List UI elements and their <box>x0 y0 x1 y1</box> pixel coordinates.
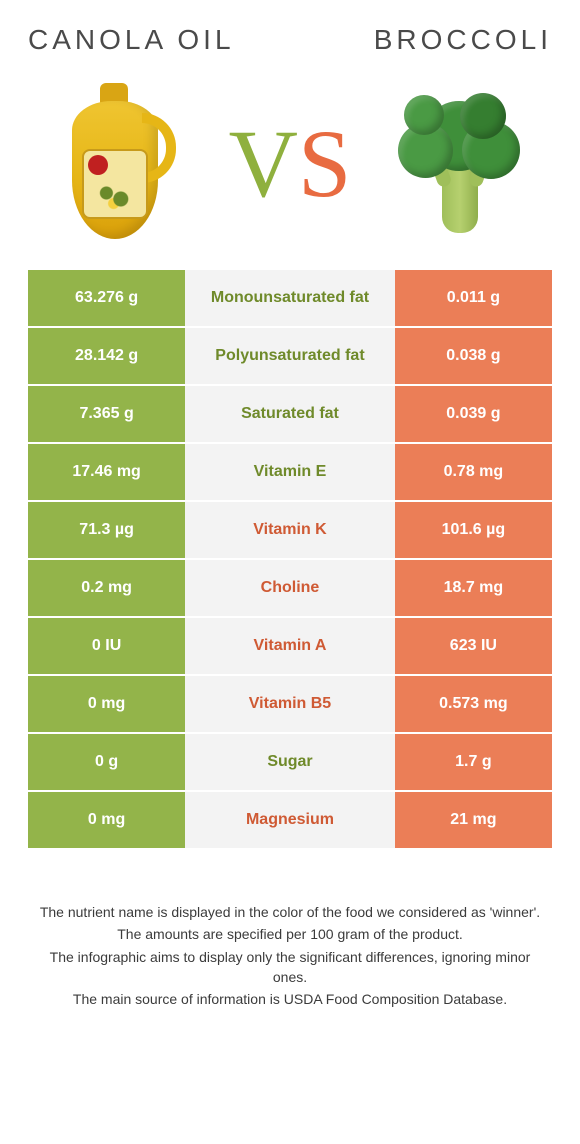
vs-v: V <box>229 110 298 217</box>
broccoli-icon <box>394 93 524 233</box>
right-value: 0.573 mg <box>395 676 552 732</box>
nutrient-name: Saturated fat <box>185 386 395 442</box>
nutrient-name: Vitamin K <box>185 502 395 558</box>
table-row: 0 mgVitamin B50.573 mg <box>28 676 552 734</box>
table-row: 63.276 gMonounsaturated fat0.011 g <box>28 270 552 328</box>
footer-line: The amounts are specified per 100 gram o… <box>34 924 546 944</box>
right-value: 0.039 g <box>395 386 552 442</box>
nutrient-name: Monounsaturated fat <box>185 270 395 326</box>
broccoli-image <box>384 78 534 248</box>
table-row: 0.2 mgCholine18.7 mg <box>28 560 552 618</box>
left-value: 0.2 mg <box>28 560 185 616</box>
footer-line: The nutrient name is displayed in the co… <box>34 902 546 922</box>
vs-label: VS <box>229 108 352 219</box>
left-value: 7.365 g <box>28 386 185 442</box>
table-row: 17.46 mgVitamin E0.78 mg <box>28 444 552 502</box>
right-value: 1.7 g <box>395 734 552 790</box>
nutrient-name: Choline <box>185 560 395 616</box>
nutrient-table: 63.276 gMonounsaturated fat0.011 g28.142… <box>28 270 552 850</box>
nutrient-name: Polyunsaturated fat <box>185 328 395 384</box>
nutrient-name: Vitamin B5 <box>185 676 395 732</box>
left-food-title: CANOLA OIL <box>28 24 235 56</box>
oil-bottle-icon <box>66 83 176 243</box>
table-row: 7.365 gSaturated fat0.039 g <box>28 386 552 444</box>
footer-line: The infographic aims to display only the… <box>34 947 546 988</box>
left-value: 71.3 µg <box>28 502 185 558</box>
left-value: 28.142 g <box>28 328 185 384</box>
right-value: 0.038 g <box>395 328 552 384</box>
table-row: 0 mgMagnesium21 mg <box>28 792 552 850</box>
left-value: 0 mg <box>28 792 185 848</box>
table-row: 0 gSugar1.7 g <box>28 734 552 792</box>
right-value: 0.78 mg <box>395 444 552 500</box>
table-row: 28.142 gPolyunsaturated fat0.038 g <box>28 328 552 386</box>
nutrient-name: Vitamin E <box>185 444 395 500</box>
left-value: 0 mg <box>28 676 185 732</box>
nutrient-name: Sugar <box>185 734 395 790</box>
right-value: 101.6 µg <box>395 502 552 558</box>
table-row: 0 IUVitamin A623 IU <box>28 618 552 676</box>
left-value: 63.276 g <box>28 270 185 326</box>
hero-row: VS <box>28 72 552 264</box>
vs-s: S <box>298 110 351 217</box>
table-row: 71.3 µgVitamin K101.6 µg <box>28 502 552 560</box>
canola-oil-image <box>46 78 196 248</box>
right-value: 18.7 mg <box>395 560 552 616</box>
left-value: 17.46 mg <box>28 444 185 500</box>
right-value: 21 mg <box>395 792 552 848</box>
footer-notes: The nutrient name is displayed in the co… <box>28 902 552 1009</box>
nutrient-name: Vitamin A <box>185 618 395 674</box>
right-food-title: BROCCOLI <box>374 24 552 56</box>
right-value: 0.011 g <box>395 270 552 326</box>
left-value: 0 g <box>28 734 185 790</box>
nutrient-name: Magnesium <box>185 792 395 848</box>
right-value: 623 IU <box>395 618 552 674</box>
footer-line: The main source of information is USDA F… <box>34 989 546 1009</box>
left-value: 0 IU <box>28 618 185 674</box>
titles-row: CANOLA OIL BROCCOLI <box>28 24 552 56</box>
